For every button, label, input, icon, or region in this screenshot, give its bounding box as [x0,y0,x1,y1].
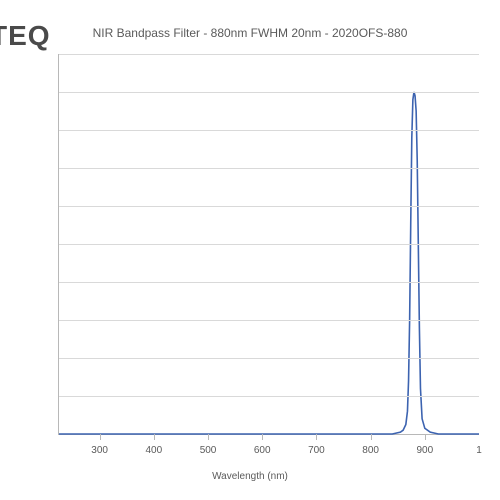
grid-line [59,396,479,397]
x-tick [154,434,155,440]
chart-title: NIR Bandpass Filter - 880nm FWHM 20nm - … [0,26,500,40]
grid-line [59,358,479,359]
grid-line [59,282,479,283]
x-tick [425,434,426,440]
x-axis-label: Wavelength (nm) [0,471,500,482]
x-tick-label: 900 [416,445,433,456]
grid-line [59,92,479,93]
x-tick [208,434,209,440]
grid-line [59,320,479,321]
x-tick-label: 300 [91,445,108,456]
x-tick-label: 700 [308,445,325,456]
x-tick-label: 600 [254,445,271,456]
x-tick [262,434,263,440]
grid-line [59,244,479,245]
x-tick-label: 1 [476,445,482,456]
x-tick [371,434,372,440]
x-tick-label: 800 [362,445,379,456]
x-tick-label: 500 [200,445,217,456]
plot-area: 3004005006007008009001 [58,54,479,435]
grid-line [59,130,479,131]
x-tick [100,434,101,440]
grid-line [59,206,479,207]
chart-frame: TEQ NIR Bandpass Filter - 880nm FWHM 20n… [0,0,500,500]
grid-line [59,54,479,55]
x-tick-label: 400 [145,445,162,456]
grid-line [59,168,479,169]
x-tick [316,434,317,440]
